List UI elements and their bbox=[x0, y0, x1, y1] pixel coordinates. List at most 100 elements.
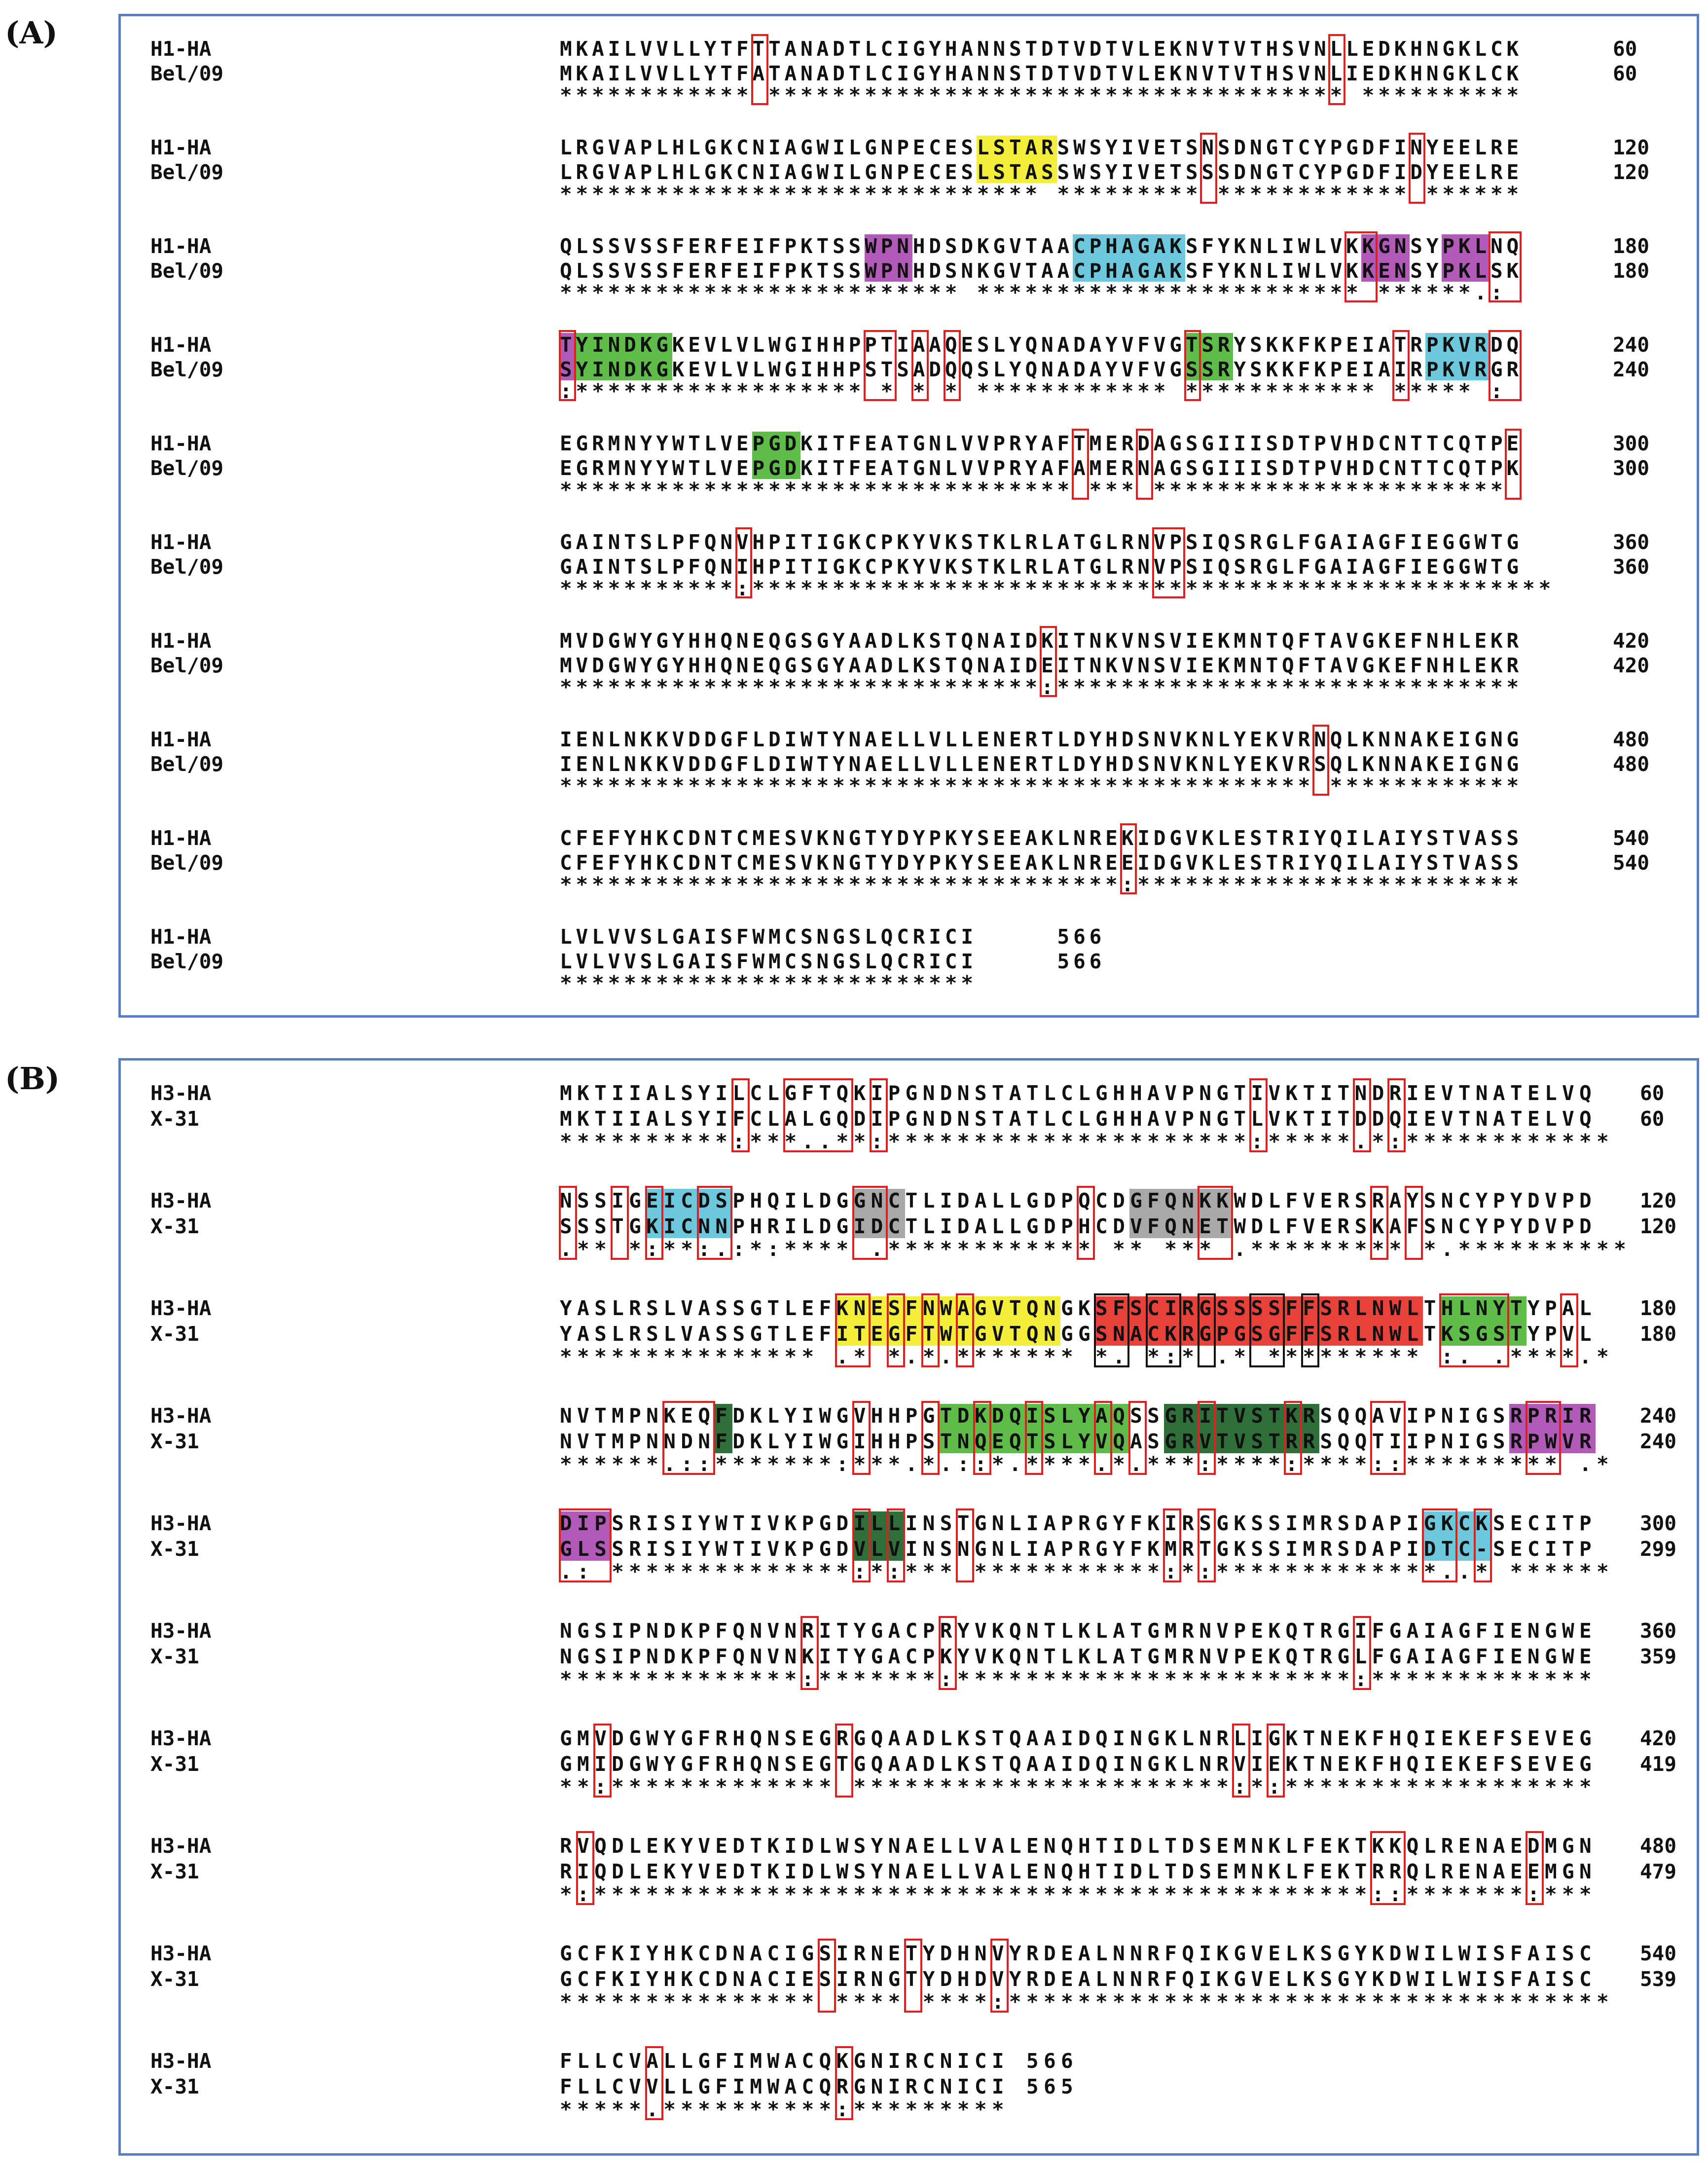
conservation-row: ****************************** *********… bbox=[560, 182, 1523, 206]
position-number: 360 bbox=[1613, 555, 1650, 579]
sequence-name: Bel/09 bbox=[150, 851, 224, 875]
alignment-panel-b: H3-HA MKTIIALSYILCLGFTQKIPGNDNSTATLCLGHHA… bbox=[118, 1058, 1699, 2156]
position-number: 480 bbox=[1613, 728, 1650, 751]
variant-box bbox=[1184, 330, 1201, 401]
conservation-row: **:************* **********************:… bbox=[560, 1775, 1597, 1799]
residue-highlight bbox=[1425, 333, 1474, 380]
variant-box bbox=[956, 1293, 974, 1367]
variant-box bbox=[1489, 231, 1522, 302]
variant-box bbox=[1152, 527, 1185, 598]
sequence-row: MKTIIALSYIFCLALGQDIPGNDNSTATLCLGHHAVPNGT… bbox=[560, 1107, 1597, 1131]
residue-highlight bbox=[646, 1189, 732, 1238]
variant-box bbox=[1328, 34, 1345, 105]
residue-highlight bbox=[853, 1189, 905, 1238]
residue-highlight bbox=[1423, 1511, 1492, 1561]
variant-box bbox=[1040, 626, 1057, 697]
sequence-name: X-31 bbox=[150, 1107, 199, 1131]
sequence-row: NGSIPNDKPFQNVNKITYGACPKYVKQNTLKLATGMRNVP… bbox=[560, 1645, 1597, 1668]
sequence-name: H1-HA bbox=[150, 826, 212, 850]
variant-box bbox=[852, 1186, 888, 1260]
sequence-row: IENLNKKVDDGFLDIWTYNAELLVLLENERTLDYHDSNVK… bbox=[560, 752, 1523, 776]
variant-box bbox=[1077, 1186, 1095, 1260]
panel-label-b: (B) bbox=[5, 1061, 60, 1097]
variant-box bbox=[662, 1401, 715, 1475]
position-number: 540 bbox=[1613, 826, 1650, 850]
sequence-name: X-31 bbox=[150, 1860, 199, 1883]
variant-box bbox=[1353, 1616, 1371, 1690]
sequence-row: MKAILVVLLYTFATANADTLCIGYHANNSTDTVDTVLEKN… bbox=[560, 62, 1523, 85]
conservation-row: .: **************:*:*** ***********:*:**… bbox=[560, 1560, 1614, 1583]
position-number: 120 bbox=[1640, 1214, 1677, 1238]
variant-box bbox=[852, 1401, 871, 1475]
variant-box-black bbox=[1198, 1293, 1216, 1367]
variant-box bbox=[1128, 1401, 1147, 1475]
sequence-row: IENLNKKVDDGFLDIWTYNAELLVLLENERTLDYHDSNVK… bbox=[560, 728, 1523, 751]
variant-box bbox=[818, 1939, 836, 2013]
residue-highlight bbox=[715, 1404, 732, 1453]
sequence-row: LVLVVSLGAISFWMCSNGSLQCRICI 566 bbox=[560, 950, 1106, 973]
variant-box bbox=[870, 1078, 888, 1152]
alignment-block: H3-HA NGSIPNDKPFQNVNRITYGACPRYVKQNTLKLATG… bbox=[121, 1616, 1697, 1700]
variant-box-black bbox=[1301, 1293, 1319, 1367]
sequence-name: H3-HA bbox=[150, 1189, 212, 1213]
sequence-row: DIPSRISIYWTIVKPGDILLINSTGNLIAPRGYFKIRSGK… bbox=[560, 1511, 1597, 1535]
conservation-row: **************:*******:*****************… bbox=[560, 1667, 1597, 1691]
position-number: 300 bbox=[1613, 456, 1650, 480]
variant-box bbox=[1474, 1508, 1492, 1582]
sequence-row: NGSIPNDKPFQNVNRITYGACPRYVKQNTLKLATGMRNVP… bbox=[560, 1619, 1597, 1643]
conservation-row: **********:***..**:*********************… bbox=[560, 1130, 1614, 1153]
variant-box bbox=[887, 1508, 905, 1582]
sequence-row: MKAILVVLLYTFTTANADTLCIGYHANNSTDTVDTVLEKN… bbox=[560, 37, 1523, 61]
variant-box bbox=[1072, 429, 1089, 500]
position-number: 60 bbox=[1613, 37, 1637, 61]
variant-box bbox=[1198, 1508, 1216, 1582]
conservation-row: *************** **** ****:**************… bbox=[560, 1990, 1614, 2014]
variant-box bbox=[1408, 133, 1425, 204]
position-number: 420 bbox=[1613, 629, 1650, 653]
sequence-row: QLSSVSSFERFEIFPKTSSWPNHDSDKGVTAACPHAGAKS… bbox=[560, 234, 1523, 258]
alignment-panel-a: H1-HA MKAILVVLLYTFTTANADTLCIGYHANNSTDTVDT… bbox=[118, 14, 1699, 1018]
sequence-row: LRGVAPLHLGKCNIAGWILGNPECESLSTASSWSYIVETS… bbox=[560, 160, 1523, 184]
variant-box bbox=[1387, 1078, 1406, 1152]
sequence-name: H3-HA bbox=[150, 1834, 212, 1858]
position-number: 420 bbox=[1613, 654, 1650, 677]
sequence-name: X-31 bbox=[150, 1214, 199, 1238]
variant-box bbox=[1163, 1508, 1181, 1582]
residue-highlight bbox=[560, 1511, 612, 1561]
position-number: 300 bbox=[1640, 1511, 1677, 1535]
alignment-block: H3-HA YASLRSLVASSGTLEFKNESFNWAGVTQNGKSFSC… bbox=[121, 1293, 1697, 1377]
residue-highlight bbox=[752, 432, 800, 479]
variant-box bbox=[1200, 133, 1217, 204]
position-number: 60 bbox=[1640, 1081, 1665, 1105]
sequence-name: Bel/09 bbox=[150, 62, 224, 85]
sequence-name: H3-HA bbox=[150, 1296, 212, 1320]
variant-box bbox=[1025, 1401, 1043, 1475]
sequence-name: Bel/09 bbox=[150, 358, 224, 381]
sequence-row: RIQDLEKYVEDTKIDLWSYNAELLVALENQHTIDLTDSEM… bbox=[560, 1860, 1597, 1883]
variant-box bbox=[1344, 231, 1378, 302]
residue-highlight bbox=[1509, 1404, 1596, 1453]
sequence-name: H1-HA bbox=[150, 333, 212, 357]
variant-box bbox=[1370, 1401, 1406, 1475]
sequence-row: GLSSRISIYWTIVKPGDVLVINSNGNLIAPRGYFKMRTGK… bbox=[560, 1537, 1597, 1561]
sequence-row: GMVDGWYGFRHQNSEGRGQAADLKSTQAAIDQINGKLNRL… bbox=[560, 1727, 1597, 1750]
position-number: 180 bbox=[1640, 1296, 1677, 1320]
variant-box bbox=[1284, 1401, 1302, 1475]
variant-box-black bbox=[1249, 1293, 1285, 1367]
sequence-row: TYINDKGKEVLVLWGIHHPPTIAAQESLYQNADAYVFVGT… bbox=[560, 333, 1523, 357]
sequence-name: X-31 bbox=[150, 1430, 199, 1453]
sequence-name: X-31 bbox=[150, 1645, 199, 1668]
alignment-block: H1-HA IENLNKKVDDGFLDIWTYNAELLVLLENERTLDYH… bbox=[121, 725, 1697, 806]
sequence-row: GCFKIYHKCDNACIGSIRNETYDHNVYRDEALNNRFQIKG… bbox=[560, 1942, 1597, 1965]
sequence-row: CFEFYHKCDNTCMESVKNGTYDYPKYSEEAKLNREEIDGV… bbox=[560, 851, 1523, 875]
position-number: 120 bbox=[1613, 136, 1650, 159]
variant-box bbox=[863, 330, 897, 401]
sequence-row: LRGVAPLHLGKCNIAGWILGNPECESLSTARSWSYIVETS… bbox=[560, 136, 1523, 159]
variant-box bbox=[735, 527, 752, 598]
alignment-block: H3-HA NVTMPNKEQFDKLYIWGVHHPGTDKDQISLYAQSS… bbox=[121, 1401, 1697, 1485]
variant-box bbox=[611, 1186, 629, 1260]
sequence-name: H1-HA bbox=[150, 234, 212, 258]
residue-highlight bbox=[940, 1404, 1129, 1453]
variant-box bbox=[697, 1186, 732, 1260]
conservation-row: ****************************************… bbox=[560, 774, 1523, 798]
